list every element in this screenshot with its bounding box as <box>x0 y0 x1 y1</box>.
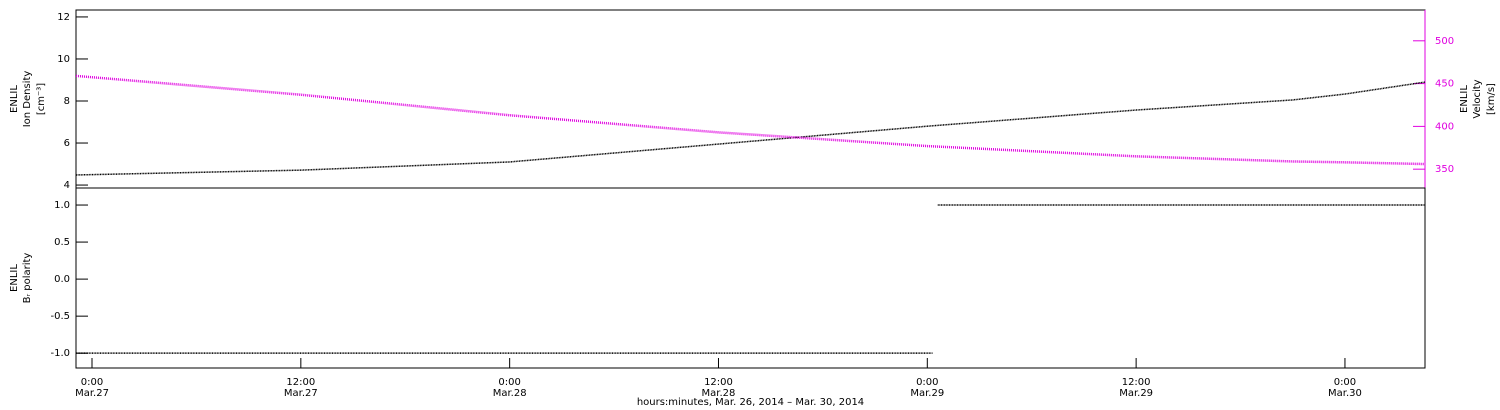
y-tick-label: 10 <box>57 54 70 65</box>
y-tick-label: 12 <box>57 12 70 23</box>
y2-axis-title: ENLIL <box>1459 85 1470 113</box>
y-axis-title: ENLIL <box>9 264 20 292</box>
x-tick-label: Mar.28 <box>702 388 736 399</box>
x-tick-label: Mar.29 <box>910 388 944 399</box>
y-tick-label: 1.0 <box>54 200 70 211</box>
y-axis-title: Ion Density <box>22 71 33 128</box>
y-tick-label: 6 <box>64 138 70 149</box>
x-tick-label: 12:00 <box>1122 377 1151 388</box>
y-axis-title: Bᵣ polarity <box>22 253 33 304</box>
x-tick-label: Mar.27 <box>75 388 109 399</box>
y-tick-label: 4 <box>64 180 70 191</box>
x-tick-label: 0:00 <box>1334 377 1356 388</box>
y-tick-label: -0.5 <box>50 311 70 322</box>
y2-tick-label: 450 <box>1435 79 1454 90</box>
x-tick-label: 0:00 <box>916 377 938 388</box>
x-tick-label: Mar.30 <box>1328 388 1362 399</box>
panel-frame <box>75 187 1426 369</box>
x-tick-label: 12:00 <box>704 377 733 388</box>
y-tick-label: 0.5 <box>54 237 70 248</box>
x-tick-label: 12:00 <box>286 377 315 388</box>
y-tick-label: 0.0 <box>54 274 70 285</box>
y-tick-label: -1.0 <box>50 348 70 359</box>
x-tick-label: 0:00 <box>498 377 520 388</box>
y2-tick-label: 350 <box>1435 164 1454 175</box>
x-tick-label: 0:00 <box>81 377 103 388</box>
x-tick-label: Mar.27 <box>284 388 318 399</box>
series-line <box>75 81 1426 176</box>
y-tick-label: 8 <box>64 96 70 107</box>
series-line <box>75 74 1426 166</box>
x-axis-title: hours:minutes, Mar. 26, 2014 – Mar. 30, … <box>637 397 864 408</box>
y-axis-title: ENLIL <box>9 85 20 113</box>
y2-tick-label: 400 <box>1435 121 1454 132</box>
y2-axis-title: [km/s] <box>1486 83 1497 115</box>
panel-frame <box>75 9 1426 189</box>
y2-tick-label: 500 <box>1435 36 1454 47</box>
y-axis-title: [cm⁻³] <box>36 83 47 115</box>
x-tick-label: Mar.29 <box>1119 388 1153 399</box>
x-tick-label: Mar.28 <box>493 388 527 399</box>
y2-axis-title: Velocity <box>1472 79 1483 118</box>
